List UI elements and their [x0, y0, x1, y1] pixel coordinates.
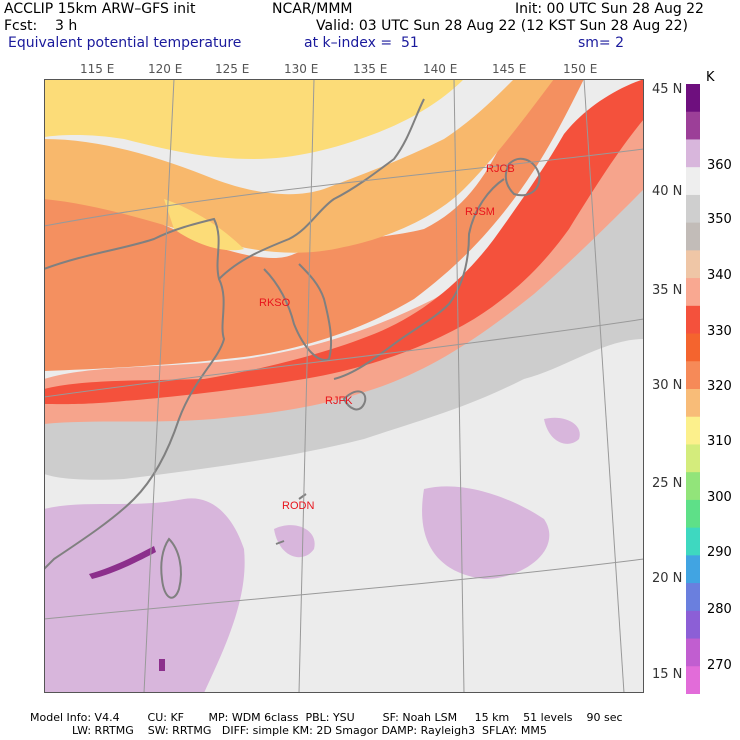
colorbar-swatch: [686, 472, 700, 501]
colorbar-swatch: [686, 305, 700, 335]
theta-e-360-south-china: [44, 498, 245, 693]
colorbar-unit: K: [706, 70, 715, 85]
colorbar-swatch: [686, 416, 700, 445]
smoothing-info: sm= 2: [578, 35, 625, 51]
lon-label: 115 E: [80, 62, 115, 76]
theta-e-360-patch: [422, 486, 550, 579]
station-rjsm: RJSM: [465, 206, 495, 218]
lon-label: 140 E: [423, 62, 458, 76]
colorbar-swatch: [686, 555, 700, 584]
model-title: ACCLIP 15km ARW–GFS init: [4, 1, 196, 17]
colorbar-swatch: [686, 84, 700, 113]
colorbar-tick: 350: [707, 212, 732, 227]
level-info: at k–index = 51: [304, 35, 419, 51]
theta-e-370-streak: [89, 546, 156, 579]
lat-label: 40 N: [652, 184, 683, 199]
theta-e-330-front: [44, 79, 644, 405]
valid-time: Valid: 03 UTC Sun 28 Aug 22 (12 KST Sun …: [316, 18, 688, 34]
colorbar-swatch: [686, 527, 700, 556]
colorbar-swatch: [686, 666, 700, 694]
colorbar-tick: 280: [707, 602, 732, 617]
forecast-hour: Fcst: 3 h: [4, 18, 78, 34]
colorbar-swatch: [686, 583, 700, 612]
theta-e-310-region: [44, 79, 464, 159]
lon-label: 135 E: [353, 62, 388, 76]
colorbar-swatch: [686, 610, 700, 640]
colorbar-swatch: [686, 444, 700, 473]
colorbar-tick: 310: [707, 434, 732, 449]
lat-label: 35 N: [652, 283, 683, 298]
colorbar-tick: 270: [707, 658, 732, 673]
lon-label: 130 E: [284, 62, 319, 76]
lat-label: 20 N: [652, 571, 683, 586]
theta-e-map: RJCB RJSM RKSO RJFK RODN: [44, 79, 644, 693]
lat-label: 25 N: [652, 476, 683, 491]
field-name: Equivalent potential temperature: [8, 35, 242, 51]
lon-label: 120 E: [148, 62, 183, 76]
colorbar-tick: 300: [707, 490, 732, 505]
colorbar: [686, 84, 700, 694]
theta-e-360-patch: [274, 525, 315, 558]
lat-label: 30 N: [652, 378, 683, 393]
init-time: Init: 00 UTC Sun 28 Aug 22: [515, 1, 704, 17]
colorbar-swatch: [686, 167, 700, 196]
map-border: [44, 79, 644, 693]
colorbar-swatch: [686, 278, 700, 307]
colorbar-swatch: [686, 638, 700, 667]
map-grid: [44, 79, 644, 693]
colorbar-tick: 330: [707, 324, 732, 339]
colorbar-swatch: [686, 499, 700, 529]
lon-label: 145 E: [492, 62, 527, 76]
lat-label: 15 N: [652, 667, 683, 682]
colorbar-swatch: [686, 194, 700, 224]
colorbar-swatch: [686, 139, 700, 168]
colorbar-tick: 320: [707, 379, 732, 394]
theta-e-310-patch: [164, 199, 244, 251]
theta-e-370-spot: [159, 659, 165, 671]
colorbar-tick: 290: [707, 545, 732, 560]
colorbar-tick: 360: [707, 158, 732, 173]
station-rkso: RKSO: [259, 297, 291, 309]
theta-e-320-region: [44, 79, 584, 371]
model-org: NCAR/MMM: [272, 1, 353, 17]
colorbar-swatch: [686, 111, 700, 140]
model-info-line1: Model Info: V4.4 CU: KF MP: WDM 6class P…: [30, 711, 623, 724]
colorbar-swatch: [686, 361, 700, 390]
colorbar-tick: 340: [707, 268, 732, 283]
colorbar-swatch: [686, 389, 700, 418]
colorbar-swatch: [686, 222, 700, 251]
station-rodn: RODN: [282, 500, 314, 512]
lon-label: 125 E: [215, 62, 250, 76]
theta-e-360-patch: [544, 417, 580, 444]
station-rjfk: RJFK: [325, 395, 353, 407]
lon-label: 150 E: [563, 62, 598, 76]
station-rjcb: RJCB: [486, 163, 515, 175]
colorbar-swatch: [686, 333, 700, 362]
coastlines: [44, 98, 541, 599]
model-info-line2: LW: RRTMG SW: RRTMG DIFF: simple KM: 2D …: [72, 724, 547, 737]
lat-label: 45 N: [652, 82, 683, 97]
colorbar-swatch: [686, 250, 700, 279]
